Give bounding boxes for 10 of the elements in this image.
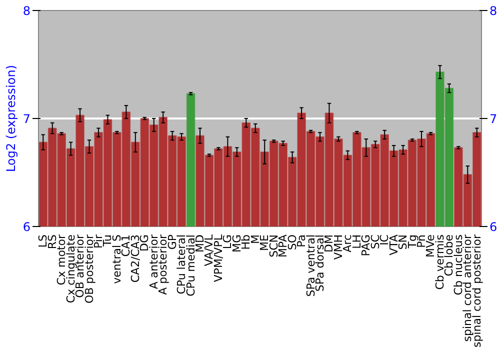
y-tick-label: 8 [22, 4, 31, 18]
x-tick-label: OB posterior [82, 234, 96, 304]
y2-tick-label: 7 [490, 112, 498, 126]
y2-tick-label: 6 [490, 220, 498, 234]
y2-tick-label: 8 [490, 4, 498, 18]
x-tick-label: Tg [406, 234, 419, 250]
y-tick-label: 7 [22, 112, 31, 126]
y-axis-title: Log2 (expression) [4, 65, 18, 172]
y-tick-label: 6 [22, 220, 31, 234]
x-tick-label: A posterior [156, 234, 170, 295]
